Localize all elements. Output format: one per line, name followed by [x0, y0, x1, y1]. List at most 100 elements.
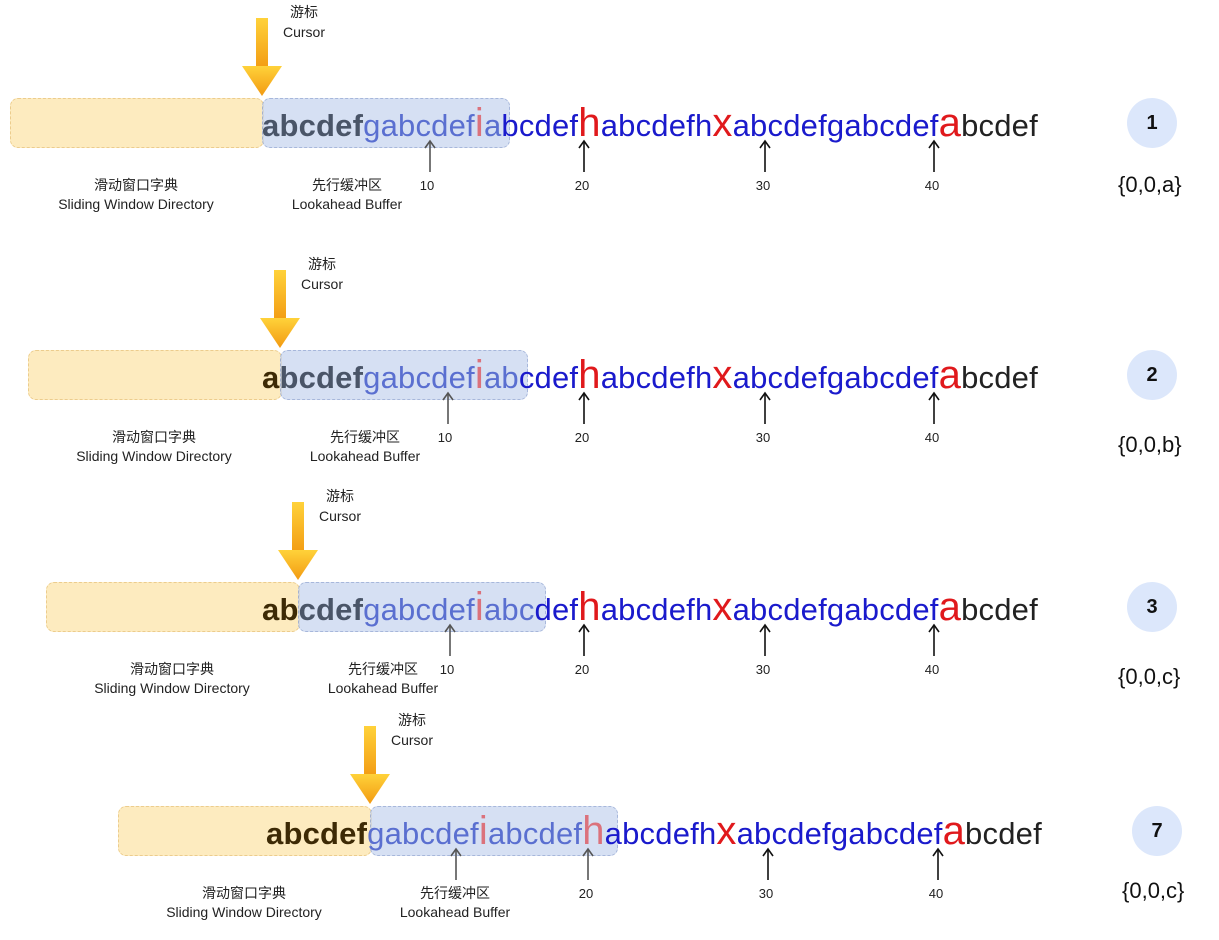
- seq-dict: cdef: [298, 592, 364, 627]
- step-1: 游标 Cursor abcdefgabcdefiabcdefhabcdefhxa…: [0, 0, 1219, 232]
- position-mark: 20: [574, 178, 590, 193]
- position-arrow-icon: [759, 391, 771, 424]
- lookahead-buffer-label: 先行缓冲区 Lookahead Buffer: [318, 660, 448, 698]
- output-triple: {0,0,b}: [1118, 432, 1182, 457]
- cursor-label-en: Cursor: [318, 508, 361, 524]
- sliding-window-label: 滑动窗口字典 Sliding Window Directory: [46, 176, 226, 214]
- seq-buffer-2: abc: [483, 592, 535, 627]
- position-mark: 30: [755, 662, 771, 677]
- cursor-arrow-icon: [242, 18, 282, 96]
- position-mark: 40: [928, 886, 944, 901]
- cursor-label: 游标 Cursor: [264, 2, 344, 42]
- sliding-window-label: 滑动窗口字典 Sliding Window Directory: [64, 428, 244, 466]
- seq-rest-2: abcdefh: [600, 108, 713, 143]
- seq-rest-1: bcdef: [501, 108, 579, 143]
- seq-rest-2: abcdefh: [600, 592, 713, 627]
- lookahead-buffer-box: [262, 98, 510, 148]
- cursor-label-en: Cursor: [390, 732, 433, 748]
- cursor-label-cn: 游标: [290, 4, 318, 20]
- seq-rest-3: abcdefgabcdef: [732, 360, 939, 395]
- sliding-window-label-cn: 滑动窗口字典: [130, 661, 214, 677]
- seq-done: a: [262, 360, 280, 395]
- cursor-label-cn: 游标: [308, 256, 336, 272]
- position-arrow-icon: [578, 391, 590, 424]
- seq-buffer-red-2: h: [582, 809, 605, 853]
- position-mark: 10: [419, 178, 435, 193]
- position-mark: 30: [755, 178, 771, 193]
- seq-buffer-red: i: [474, 585, 484, 629]
- sliding-window-box: [46, 582, 300, 632]
- step-badge: 2: [1127, 350, 1177, 400]
- step-badge: 7: [1132, 806, 1182, 856]
- sliding-window-label-cn: 滑动窗口字典: [112, 429, 196, 445]
- seq-rest-2: abcdefh: [604, 816, 717, 851]
- seq-buffer-2: a: [483, 108, 502, 143]
- output-triple: {0,0,c}: [1118, 664, 1181, 689]
- position-mark: 20: [578, 886, 594, 901]
- lookahead-buffer-label-en: Lookahead Buffer: [327, 680, 439, 696]
- seq-rest-3: abcdefgabcdef: [732, 592, 939, 627]
- symbol-sequence: abcdefgabcdefiabcdefhabcdefhxabcdefgabcd…: [262, 582, 1038, 632]
- cursor-label-en: Cursor: [300, 276, 343, 292]
- position-mark: 20: [574, 430, 590, 445]
- lookahead-buffer-label-cn: 先行缓冲区: [420, 885, 490, 901]
- lookahead-buffer-label-en: Lookahead Buffer: [309, 448, 421, 464]
- symbol-sequence: abcdefgabcdefiabcdefhabcdefhxabcdefgabcd…: [266, 806, 1042, 856]
- position-mark: 40: [924, 662, 940, 677]
- sliding-window-label: 滑动窗口字典 Sliding Window Directory: [154, 884, 334, 922]
- seq-buffer-red: i: [474, 353, 484, 397]
- seq-buffer-red: i: [478, 809, 488, 853]
- sliding-window-label-en: Sliding Window Directory: [166, 904, 322, 920]
- step-2: 游标 Cursor abcdefgabcdefiabcdefhabcdefhxa…: [0, 252, 1219, 484]
- lookahead-buffer-label-en: Lookahead Buffer: [399, 904, 511, 920]
- seq-buffer-red: i: [474, 101, 484, 145]
- position-arrow-icon: [444, 623, 456, 656]
- position-mark: 40: [924, 178, 940, 193]
- position-arrow-icon: [759, 623, 771, 656]
- seq-buffer: gabcdef: [363, 360, 475, 395]
- position-arrow-icon: [759, 139, 771, 172]
- cursor-arrow-icon: [260, 270, 300, 348]
- lookahead-buffer-box: [280, 350, 528, 400]
- lookahead-buffer-label-en: Lookahead Buffer: [291, 196, 403, 212]
- seq-buffer: gabcdef: [363, 592, 475, 627]
- seq-rest-1: def: [534, 592, 579, 627]
- position-arrow-icon: [424, 139, 436, 172]
- output-triple: {0,0,a}: [1118, 172, 1182, 197]
- position-arrow-icon: [582, 847, 594, 880]
- cursor-label: 游标 Cursor: [282, 254, 362, 294]
- seq-red-3: a: [938, 353, 962, 397]
- output-triple: {0,0,c}: [1122, 878, 1185, 903]
- seq-red-3: a: [942, 809, 966, 853]
- cursor-label-cn: 游标: [326, 488, 354, 504]
- seq-dict: abcdef: [262, 108, 364, 143]
- position-arrow-icon: [762, 847, 774, 880]
- sliding-window-box: [10, 98, 264, 148]
- symbol-sequence: abcdefgabcdefiabcdefhabcdefhxabcdefgabcd…: [262, 350, 1038, 400]
- symbol-sequence: abcdefgabcdefiabcdefhabcdefhxabcdefgabcd…: [262, 98, 1038, 148]
- sliding-window-label: 滑动窗口字典 Sliding Window Directory: [82, 660, 262, 698]
- position-mark: 10: [439, 662, 455, 677]
- seq-red-2: x: [712, 101, 733, 145]
- position-arrow-icon: [578, 623, 590, 656]
- lookahead-buffer-label-cn: 先行缓冲区: [348, 661, 418, 677]
- seq-rest-3: abcdefgabcdef: [736, 816, 943, 851]
- seq-done: ab: [262, 592, 299, 627]
- position-arrow-icon: [932, 847, 944, 880]
- position-arrow-icon: [928, 623, 940, 656]
- position-mark: 10: [437, 430, 453, 445]
- cursor-arrow-icon: [350, 726, 390, 804]
- lookahead-buffer-label-cn: 先行缓冲区: [312, 177, 382, 193]
- seq-buffer-2: ab: [483, 360, 519, 395]
- seq-tail: bcdef: [965, 816, 1042, 851]
- position-arrow-icon: [928, 391, 940, 424]
- seq-red-2: x: [712, 353, 733, 397]
- seq-rest-2: abcdefh: [600, 360, 713, 395]
- seq-red-1: h: [578, 101, 601, 145]
- seq-tail: bcdef: [961, 360, 1038, 395]
- sliding-window-label-en: Sliding Window Directory: [94, 680, 250, 696]
- cursor-label-en: Cursor: [282, 24, 325, 40]
- seq-red-1: h: [578, 585, 601, 629]
- seq-buffer: gabcdef: [367, 816, 479, 851]
- seq-rest-1: cdef: [518, 360, 579, 395]
